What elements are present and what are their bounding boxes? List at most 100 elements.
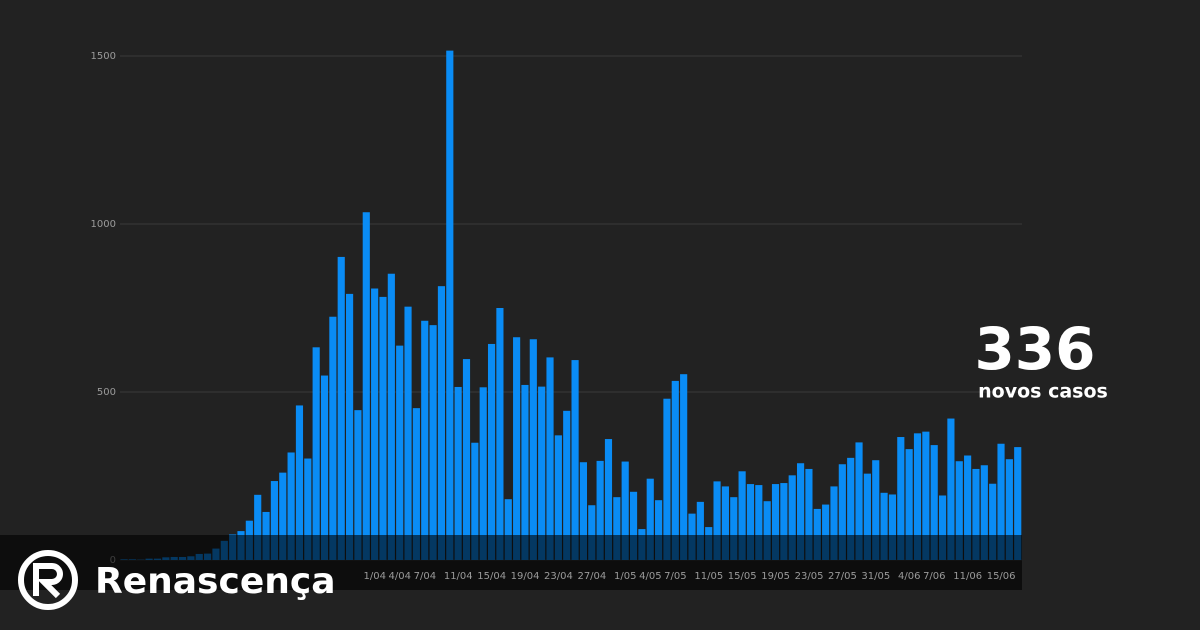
- bar: [1005, 459, 1013, 560]
- bar: [479, 387, 487, 560]
- x-tick-label: 31/05: [861, 571, 890, 582]
- bar: [354, 410, 362, 560]
- bar: [972, 468, 980, 560]
- bar: [337, 256, 345, 560]
- x-tick-label: 23/05: [795, 571, 824, 582]
- x-labels: 1/04 4/04 7/04 11/04 15/04 19/04 23/04 27/04 1/0…: [363, 571, 1015, 582]
- x-tick-label: 15/05: [728, 571, 757, 582]
- bar: [989, 483, 997, 560]
- bar: [680, 374, 688, 560]
- bar: [771, 484, 780, 560]
- bar: [362, 212, 370, 561]
- bar: [412, 408, 420, 560]
- bar: [646, 478, 654, 560]
- bar: [888, 494, 897, 560]
- bar: [997, 443, 1005, 560]
- x-tick-label: 15/04: [477, 571, 506, 582]
- bar: [579, 462, 588, 560]
- x-tick-label: 19/05: [761, 571, 790, 582]
- x-tick-label: 7/05: [664, 571, 686, 582]
- bar: [788, 475, 796, 560]
- bar: [655, 500, 663, 560]
- bar: [721, 486, 729, 560]
- bar: [379, 296, 387, 560]
- bar: [371, 288, 379, 560]
- bar: [421, 320, 429, 560]
- x-tick-label: 4/05: [639, 571, 661, 582]
- bar: [571, 360, 579, 560]
- bar: [329, 316, 337, 560]
- bar: [613, 497, 621, 560]
- bar: [529, 339, 537, 560]
- x-tick-label: 7/04: [414, 571, 436, 582]
- logo: [18, 550, 78, 610]
- bar: [930, 445, 938, 560]
- x-tick-label: 15/06: [987, 571, 1016, 582]
- x-tick-label: 27/04: [577, 571, 606, 582]
- bar: [663, 398, 671, 560]
- bar: [596, 460, 604, 560]
- bar: [964, 455, 972, 560]
- x-tick-label: 23/04: [544, 571, 573, 582]
- x-tick-label: 4/04: [389, 571, 411, 582]
- bar: [454, 386, 462, 560]
- bar: [872, 460, 880, 560]
- headline-label: novos casos: [978, 381, 1108, 403]
- bar: [913, 433, 922, 560]
- bar: [538, 386, 546, 560]
- headline-number: 336: [974, 315, 1095, 383]
- bar: [746, 484, 755, 560]
- bar: [730, 497, 738, 560]
- bar: [797, 463, 805, 560]
- bar: [279, 472, 287, 560]
- bar: [396, 345, 404, 560]
- bar: [504, 499, 512, 560]
- bar: [938, 495, 947, 560]
- bar: [847, 457, 855, 560]
- bar: [755, 485, 763, 560]
- bar: [346, 293, 354, 560]
- bar: [487, 343, 496, 560]
- bar: [696, 501, 704, 560]
- bar: [304, 458, 312, 560]
- bar: [763, 501, 771, 560]
- bar: [496, 308, 504, 560]
- bar: [462, 359, 471, 560]
- y-tick-label: 1500: [91, 51, 116, 62]
- bar: [822, 504, 830, 560]
- bar: [404, 306, 412, 560]
- bar: [905, 449, 913, 560]
- bar: [437, 286, 446, 560]
- bar: [922, 431, 930, 560]
- bar: [254, 494, 262, 560]
- bar: [955, 461, 963, 560]
- bar: [855, 442, 863, 560]
- x-tick-label: 11/05: [694, 571, 723, 582]
- x-tick-label: 11/04: [444, 571, 473, 582]
- bar: [780, 483, 788, 560]
- bar: [713, 481, 721, 560]
- bar: [947, 418, 955, 560]
- bar: [295, 405, 304, 560]
- bar: [546, 357, 554, 560]
- bar: [738, 471, 746, 560]
- bar: [838, 464, 846, 560]
- bar: [471, 442, 479, 560]
- x-tick-label: 19/04: [511, 571, 540, 582]
- bar: [320, 375, 329, 560]
- bar: [863, 473, 871, 560]
- x-tick-label: 1/04: [363, 571, 385, 582]
- bar: [897, 437, 905, 560]
- bar: [312, 347, 320, 560]
- bar: [563, 410, 571, 560]
- bar: [387, 273, 395, 560]
- bar: [805, 468, 813, 560]
- bar: [446, 50, 454, 561]
- bar: [554, 435, 562, 560]
- bar: [671, 380, 679, 560]
- x-tick-label: 27/05: [828, 571, 857, 582]
- bar: [1014, 447, 1022, 560]
- bar: [980, 465, 988, 560]
- bar: [521, 384, 529, 560]
